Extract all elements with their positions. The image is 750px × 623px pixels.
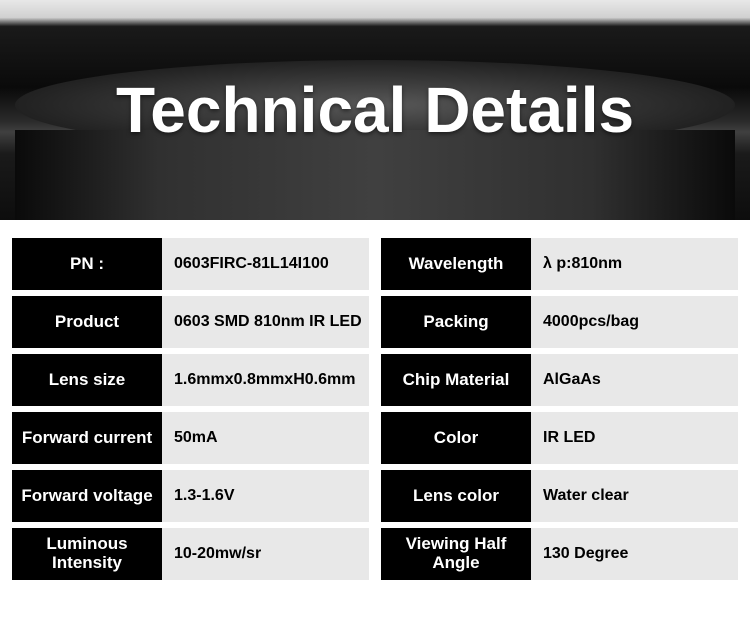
spec-label: Viewing Half Angle xyxy=(381,528,531,580)
table-row: Wavelength λ p:810nm xyxy=(381,238,738,290)
table-row: Lens color Water clear xyxy=(381,470,738,522)
spec-label: Lens color xyxy=(381,470,531,522)
hero-title-wrap: Technical Details xyxy=(0,0,750,220)
spec-label: PN : xyxy=(12,238,162,290)
spec-area: PN : 0603FIRC-81L14I100 Product 0603 SMD… xyxy=(0,220,750,580)
spec-value: 10-20mw/sr xyxy=(162,528,369,580)
spec-value: 4000pcs/bag xyxy=(531,296,738,348)
spec-value: AlGaAs xyxy=(531,354,738,406)
hero-title: Technical Details xyxy=(116,73,634,147)
table-row: Forward current 50mA xyxy=(12,412,369,464)
spec-value: 1.3-1.6V xyxy=(162,470,369,522)
spec-label: Lens size xyxy=(12,354,162,406)
table-row: Luminous Intensity 10-20mw/sr xyxy=(12,528,369,580)
table-row: Packing 4000pcs/bag xyxy=(381,296,738,348)
spec-label: Product xyxy=(12,296,162,348)
table-row: Product 0603 SMD 810nm IR LED xyxy=(12,296,369,348)
spec-label: Packing xyxy=(381,296,531,348)
table-row: Lens size 1.6mmx0.8mmxH0.6mm xyxy=(12,354,369,406)
table-row: Viewing Half Angle 130 Degree xyxy=(381,528,738,580)
spec-value: 50mA xyxy=(162,412,369,464)
hero-banner: Technical Details xyxy=(0,0,750,220)
spec-value: 0603 SMD 810nm IR LED xyxy=(162,296,369,348)
spec-value: Water clear xyxy=(531,470,738,522)
table-row: PN : 0603FIRC-81L14I100 xyxy=(12,238,369,290)
spec-label: Color xyxy=(381,412,531,464)
spec-label: Forward current xyxy=(12,412,162,464)
spec-value: 1.6mmx0.8mmxH0.6mm xyxy=(162,354,369,406)
table-row: Forward voltage 1.3-1.6V xyxy=(12,470,369,522)
spec-col-left: PN : 0603FIRC-81L14I100 Product 0603 SMD… xyxy=(12,238,369,580)
spec-col-right: Wavelength λ p:810nm Packing 4000pcs/bag… xyxy=(381,238,738,580)
spec-label: Luminous Intensity xyxy=(12,528,162,580)
spec-value: λ p:810nm xyxy=(531,238,738,290)
spec-value: 0603FIRC-81L14I100 xyxy=(162,238,369,290)
spec-label: Wavelength xyxy=(381,238,531,290)
table-row: Chip Material AlGaAs xyxy=(381,354,738,406)
spec-label: Forward voltage xyxy=(12,470,162,522)
spec-value: IR LED xyxy=(531,412,738,464)
spec-value: 130 Degree xyxy=(531,528,738,580)
table-row: Color IR LED xyxy=(381,412,738,464)
spec-label: Chip Material xyxy=(381,354,531,406)
